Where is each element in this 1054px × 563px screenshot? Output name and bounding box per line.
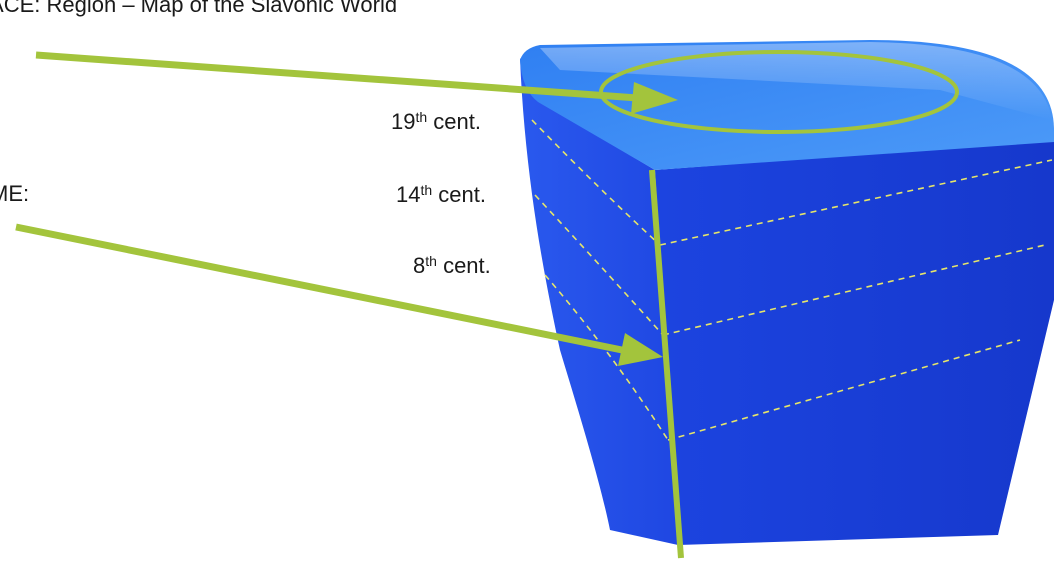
space-arrowhead xyxy=(631,82,678,114)
century-14th-word: cent. xyxy=(438,182,486,207)
space-label: PACE: Region – Map of the Slavonic World xyxy=(0,0,398,17)
century-14th-suffix: th xyxy=(420,182,433,198)
time-arrowhead xyxy=(618,333,663,366)
century-14th-label: 14th cent. xyxy=(396,183,486,206)
century-8th-label: 8th cent. xyxy=(413,254,491,277)
century-8th-suffix: th xyxy=(425,253,437,269)
century-19th-word: cent. xyxy=(433,109,481,134)
slice-line-8th-left xyxy=(544,274,669,441)
century-14th-number: 14 xyxy=(396,182,421,207)
time-arrow xyxy=(15,223,663,366)
century-19th-label: 19th cent. xyxy=(391,110,481,133)
time-label: ME: xyxy=(0,181,30,206)
slice-line-19th-left xyxy=(531,119,661,246)
time-axis-line xyxy=(649,169,684,559)
century-8th-word: cent. xyxy=(443,253,491,278)
slice-line-8th-front xyxy=(667,339,1021,441)
time-slice-lines-front xyxy=(659,159,1053,441)
century-19th-number: 19 xyxy=(391,109,416,134)
slice-line-14th-left xyxy=(534,194,664,336)
slice-line-19th-front xyxy=(659,159,1053,246)
cube-left-face xyxy=(520,58,678,545)
century-19th-suffix: th xyxy=(415,109,428,125)
time-slice-lines-left xyxy=(531,119,669,441)
space-arrow xyxy=(35,51,678,114)
cube-front-face xyxy=(655,140,1054,545)
century-8th-number: 8 xyxy=(413,253,426,278)
